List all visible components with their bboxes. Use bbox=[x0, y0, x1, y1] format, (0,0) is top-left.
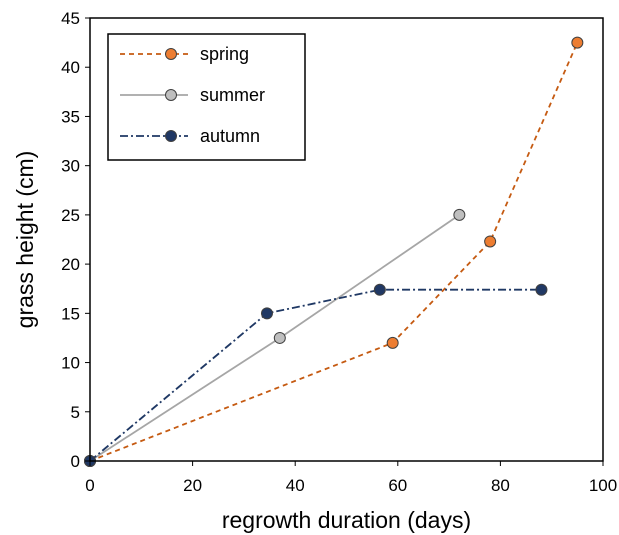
x-axis-title: regrowth duration (days) bbox=[222, 507, 471, 533]
legend-item-summer: summer bbox=[120, 85, 265, 105]
legend-marker-spring bbox=[165, 48, 177, 60]
legend-label-spring: spring bbox=[200, 44, 249, 64]
legend: spring summer autumn bbox=[107, 33, 306, 161]
data-point-summer bbox=[453, 208, 466, 221]
legend-label-autumn: autumn bbox=[200, 126, 260, 146]
legend-item-spring: spring bbox=[120, 44, 249, 64]
y-tick-label: 15 bbox=[61, 304, 80, 323]
legend-item-autumn: autumn bbox=[120, 126, 260, 146]
plot-area-frame bbox=[89, 17, 604, 462]
y-axis-title: grass height (cm) bbox=[12, 151, 38, 329]
x-tick-label: 0 bbox=[85, 476, 94, 495]
y-tick-label: 35 bbox=[61, 107, 80, 126]
series-summer bbox=[84, 208, 466, 467]
y-tick-label: 5 bbox=[71, 403, 80, 422]
y-tick-label: 25 bbox=[61, 206, 80, 225]
legend-box bbox=[107, 33, 306, 161]
y-tick-label: 10 bbox=[61, 354, 80, 373]
data-point-summer bbox=[273, 331, 286, 344]
data-point-spring bbox=[386, 336, 399, 349]
x-tick-label: 60 bbox=[388, 476, 407, 495]
data-point-autumn bbox=[260, 307, 273, 320]
y-tick-label: 45 bbox=[61, 9, 80, 28]
data-point-spring bbox=[484, 235, 497, 248]
series-line-autumn bbox=[89, 288, 542, 462]
x-tick-label: 80 bbox=[491, 476, 510, 495]
axis-ticks: 0 20 40 60 80 100 0 5 10 15 20 25 30 35 40 45 bbox=[61, 9, 617, 495]
x-tick-label: 40 bbox=[286, 476, 305, 495]
data-point-autumn bbox=[373, 283, 386, 296]
legend-label-summer: summer bbox=[200, 85, 265, 105]
data-point-autumn bbox=[535, 283, 548, 296]
series-autumn bbox=[84, 283, 548, 467]
data-point-spring bbox=[571, 36, 584, 49]
legend-marker-autumn bbox=[165, 130, 177, 142]
x-tick-label: 20 bbox=[183, 476, 202, 495]
y-tick-label: 30 bbox=[61, 157, 80, 176]
series-line-spring bbox=[89, 42, 579, 462]
legend-marker-summer bbox=[165, 89, 177, 101]
y-tick-label: 0 bbox=[71, 452, 80, 471]
x-tick-label: 100 bbox=[589, 476, 617, 495]
y-tick-label: 40 bbox=[61, 58, 80, 77]
y-tick-label: 20 bbox=[61, 255, 80, 274]
